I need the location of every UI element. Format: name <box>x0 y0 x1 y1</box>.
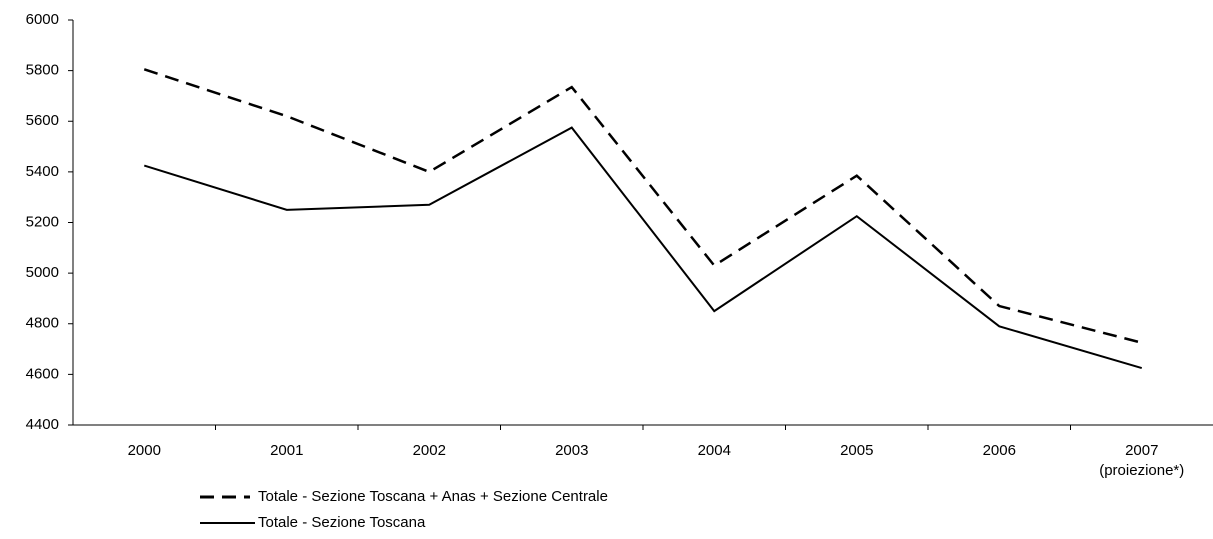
y-tick-label: 4400 <box>26 416 59 433</box>
x-tick-label: 2000 <box>127 442 161 459</box>
y-tick-label: 4600 <box>26 365 59 382</box>
y-tick-label: 5200 <box>26 213 59 230</box>
y-tick-label: 5000 <box>26 264 59 281</box>
x-tick-label: 2006 <box>982 442 1016 459</box>
y-tick-label: 4800 <box>26 315 59 332</box>
x-tick-label: 2002 <box>412 442 446 459</box>
x-tick-label: 2001 <box>270 442 304 459</box>
series-line <box>143 68 1143 344</box>
y-tick-label: 5600 <box>26 112 59 129</box>
series-line <box>143 126 1143 370</box>
x-tick-label: 2007 (proiezione*) <box>1099 442 1185 479</box>
legend-label: Totale - Sezione Toscana <box>258 514 426 531</box>
y-tick-label: 5800 <box>26 62 59 79</box>
x-tick-label: 2004 <box>697 442 731 459</box>
x-tick-label: 2003 <box>555 442 589 459</box>
y-tick-label: 5400 <box>26 163 59 180</box>
x-tick-label: 2005 <box>840 442 874 459</box>
legend-label: Totale - Sezione Toscana + Anas + Sezion… <box>258 488 608 505</box>
y-tick-label: 6000 <box>26 11 59 28</box>
